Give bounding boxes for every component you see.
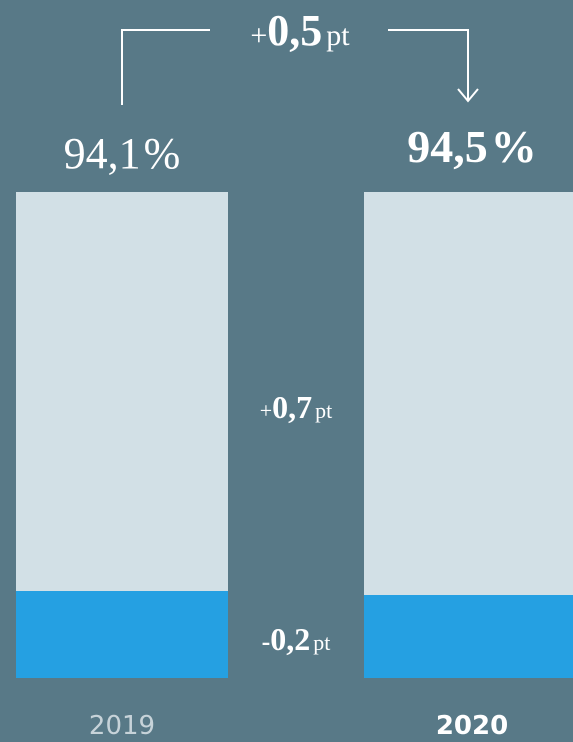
- unit: %: [144, 129, 181, 178]
- total-2020: 94,5%: [407, 121, 537, 172]
- bar-bottom-segment: [364, 595, 573, 678]
- unit: pt: [315, 398, 332, 423]
- arrow-head: [457, 88, 479, 103]
- sign: +: [250, 19, 267, 52]
- value: 0,2: [270, 621, 310, 657]
- unit: pt: [326, 19, 350, 52]
- value: 94,1: [64, 129, 141, 178]
- unit: pt: [313, 630, 330, 655]
- year-label: 2019: [89, 711, 155, 741]
- value: 94,5: [407, 121, 488, 172]
- value: 0,7: [272, 389, 312, 425]
- bar-top-segment: [16, 192, 228, 591]
- total-2019: 94,1%: [64, 129, 181, 178]
- value: 0,5: [267, 6, 322, 55]
- unit: %: [491, 121, 537, 172]
- sign: -: [262, 627, 271, 656]
- bar-bottom-segment: [16, 591, 228, 678]
- bar-top-segment: [364, 192, 573, 595]
- segment-change-top: +0,7 pt: [260, 389, 333, 425]
- connector-right: [388, 29, 469, 100]
- segment-change-bottom: -0,2 pt: [262, 621, 331, 657]
- connector-left: [121, 29, 210, 105]
- sign: +: [260, 398, 272, 423]
- total-change: +0,5 pt: [250, 6, 350, 55]
- year-label: 2020: [436, 711, 508, 741]
